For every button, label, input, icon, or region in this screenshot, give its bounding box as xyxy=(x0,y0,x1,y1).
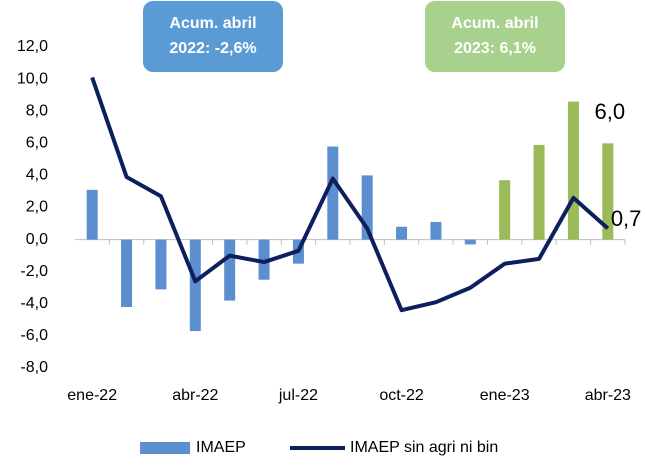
annotation-text: 2023: 6,1% xyxy=(454,40,536,57)
x-tick-label: oct-22 xyxy=(379,387,424,404)
y-tick-label: 10,0 xyxy=(17,70,48,87)
bar xyxy=(396,226,408,240)
x-tick-label: ene-23 xyxy=(480,387,530,404)
x-tick-label: ene-22 xyxy=(67,387,117,404)
bar xyxy=(602,143,614,240)
data-label: 6,0 xyxy=(595,99,626,124)
bar xyxy=(361,175,373,240)
bar xyxy=(430,221,442,240)
y-tick-label: -2,0 xyxy=(20,263,48,280)
y-tick-label: 2,0 xyxy=(26,199,48,216)
x-tick-label: abr-22 xyxy=(172,387,218,404)
y-tick-label: -4,0 xyxy=(20,295,48,312)
data-label: 0,7 xyxy=(611,206,642,231)
line xyxy=(90,76,610,313)
legend-label: IMAEP sin agri ni bin xyxy=(350,439,498,456)
y-tick-label: 0,0 xyxy=(26,231,48,248)
annotation-box xyxy=(425,1,565,72)
annotation-text: Acum. abril xyxy=(169,15,256,32)
bar xyxy=(327,146,339,240)
bar xyxy=(86,189,98,240)
y-tick-label: -6,0 xyxy=(20,327,48,344)
y-tick-label: 8,0 xyxy=(26,102,48,119)
bar xyxy=(155,239,167,290)
y-tick-label: 6,0 xyxy=(26,135,48,152)
y-tick-label: -8,0 xyxy=(20,359,48,376)
bar xyxy=(533,144,545,240)
legend-label: IMAEP xyxy=(196,439,246,456)
bar xyxy=(567,101,579,240)
bar xyxy=(189,239,201,332)
bar xyxy=(464,239,476,245)
annotation-text: Acum. abril xyxy=(451,15,538,32)
legend-swatch xyxy=(140,442,190,454)
x-tick-label: jul-22 xyxy=(278,387,318,404)
bar xyxy=(121,239,133,308)
bar xyxy=(258,239,270,280)
y-tick-label: 12,0 xyxy=(17,38,48,55)
y-tick-label: 4,0 xyxy=(26,167,48,184)
x-tick-label: abr-23 xyxy=(585,387,631,404)
annotation-text: 2022: -2,6% xyxy=(169,40,256,57)
bar xyxy=(224,239,236,301)
bar xyxy=(499,180,511,240)
annotation-box xyxy=(143,1,283,72)
